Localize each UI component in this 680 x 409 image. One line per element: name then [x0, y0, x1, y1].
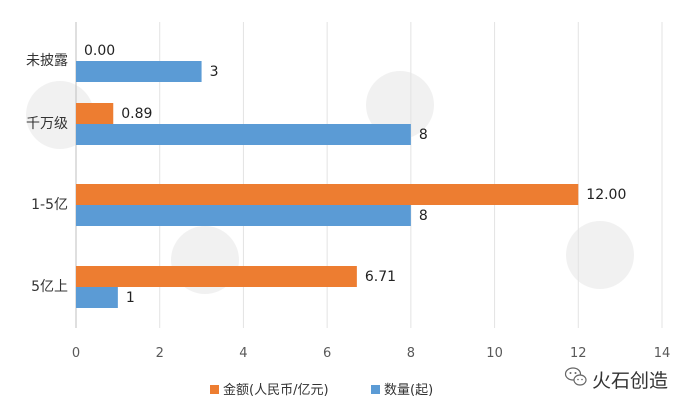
legend-label-0: 金额(人民币/亿元): [223, 382, 329, 398]
legend-label-1: 数量(起): [384, 383, 433, 398]
x-tick-label-5: 10: [486, 346, 503, 361]
bar-count-1: [76, 124, 411, 145]
data-label-amount-1: 0.89: [121, 106, 152, 122]
legend-swatch-1: [371, 385, 380, 394]
x-tick-label-2: 4: [239, 346, 247, 361]
watermark-logo-1: [366, 71, 434, 139]
data-label-count-1: 8: [419, 127, 428, 143]
x-tick-label-3: 6: [323, 346, 331, 361]
data-labels-layer: 0.00 3 0.89 8 12.00 8 6.71 1: [84, 43, 626, 306]
legend-swatch-0: [210, 385, 219, 394]
data-label-count-0: 3: [210, 64, 219, 80]
background-watermarks: [26, 71, 634, 294]
x-tick-label-7: 14: [654, 346, 671, 361]
watermark-logo-3: [566, 221, 634, 289]
category-label-1: 千万级: [26, 116, 68, 132]
category-label-3: 5亿上: [31, 279, 68, 295]
x-tick-label-1: 2: [156, 346, 164, 361]
legend: 金额(人民币/亿元) 数量(起): [210, 382, 433, 398]
wechat-icon: [564, 367, 587, 386]
x-tick-label-4: 8: [407, 346, 415, 361]
bars-layer: [76, 61, 579, 308]
x-tick-labels: 0 2 4 6 8 10 12 14: [72, 346, 670, 361]
category-label-2: 1-5亿: [31, 197, 68, 213]
data-label-count-3: 1: [126, 290, 135, 306]
category-label-0: 未披露: [26, 53, 68, 69]
data-label-amount-0: 0.00: [84, 43, 115, 59]
bar-amount-3: [76, 266, 357, 287]
watermark-text: 火石创造: [592, 370, 668, 392]
data-label-count-2: 8: [419, 208, 428, 224]
x-tick-label-6: 12: [570, 346, 587, 361]
x-tick-label-0: 0: [72, 346, 80, 361]
data-label-amount-2: 12.00: [586, 187, 626, 203]
data-label-amount-3: 6.71: [365, 269, 396, 285]
bar-count-3: [76, 287, 118, 308]
bar-count-0: [76, 61, 202, 82]
watermark-badge: 火石创造: [564, 367, 668, 392]
bar-amount-2: [76, 184, 579, 205]
bar-count-2: [76, 205, 411, 226]
bar-amount-1: [76, 103, 114, 124]
